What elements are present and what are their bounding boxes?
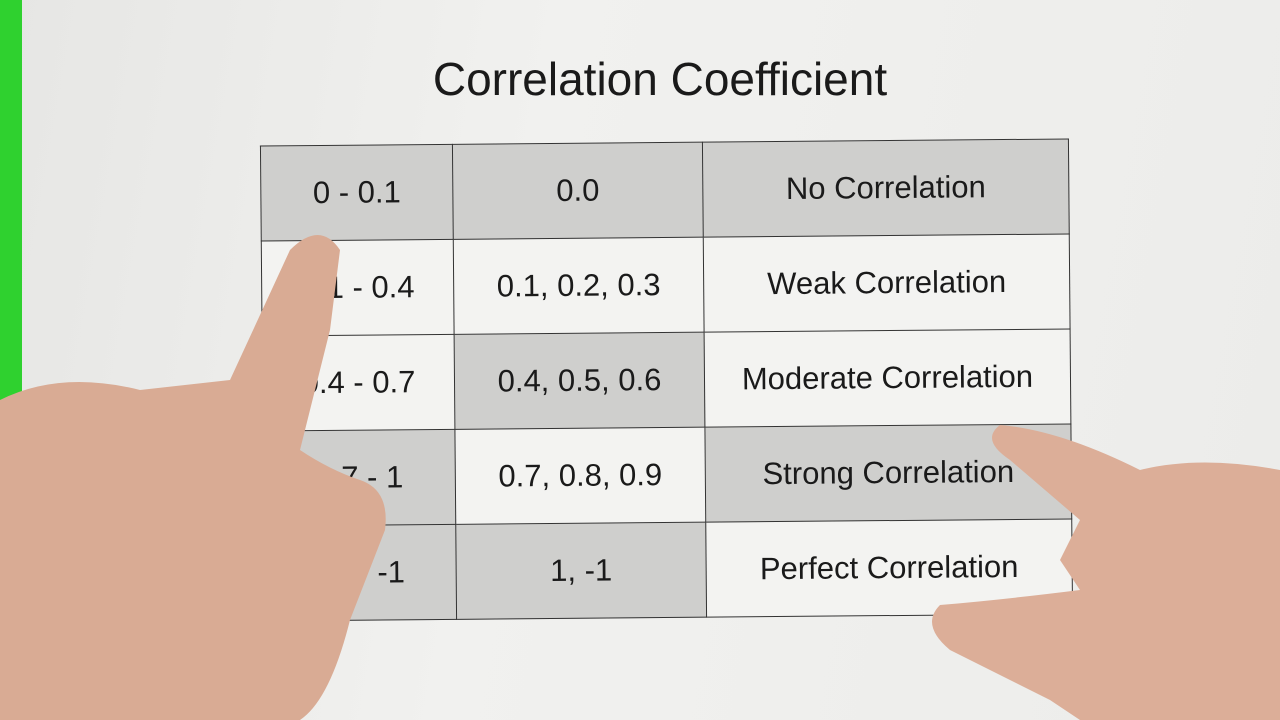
right-hand: [932, 425, 1280, 720]
title: Correlation Coefficient: [432, 53, 888, 105]
left-hand: [0, 235, 386, 720]
green-edge: [0, 0, 22, 400]
